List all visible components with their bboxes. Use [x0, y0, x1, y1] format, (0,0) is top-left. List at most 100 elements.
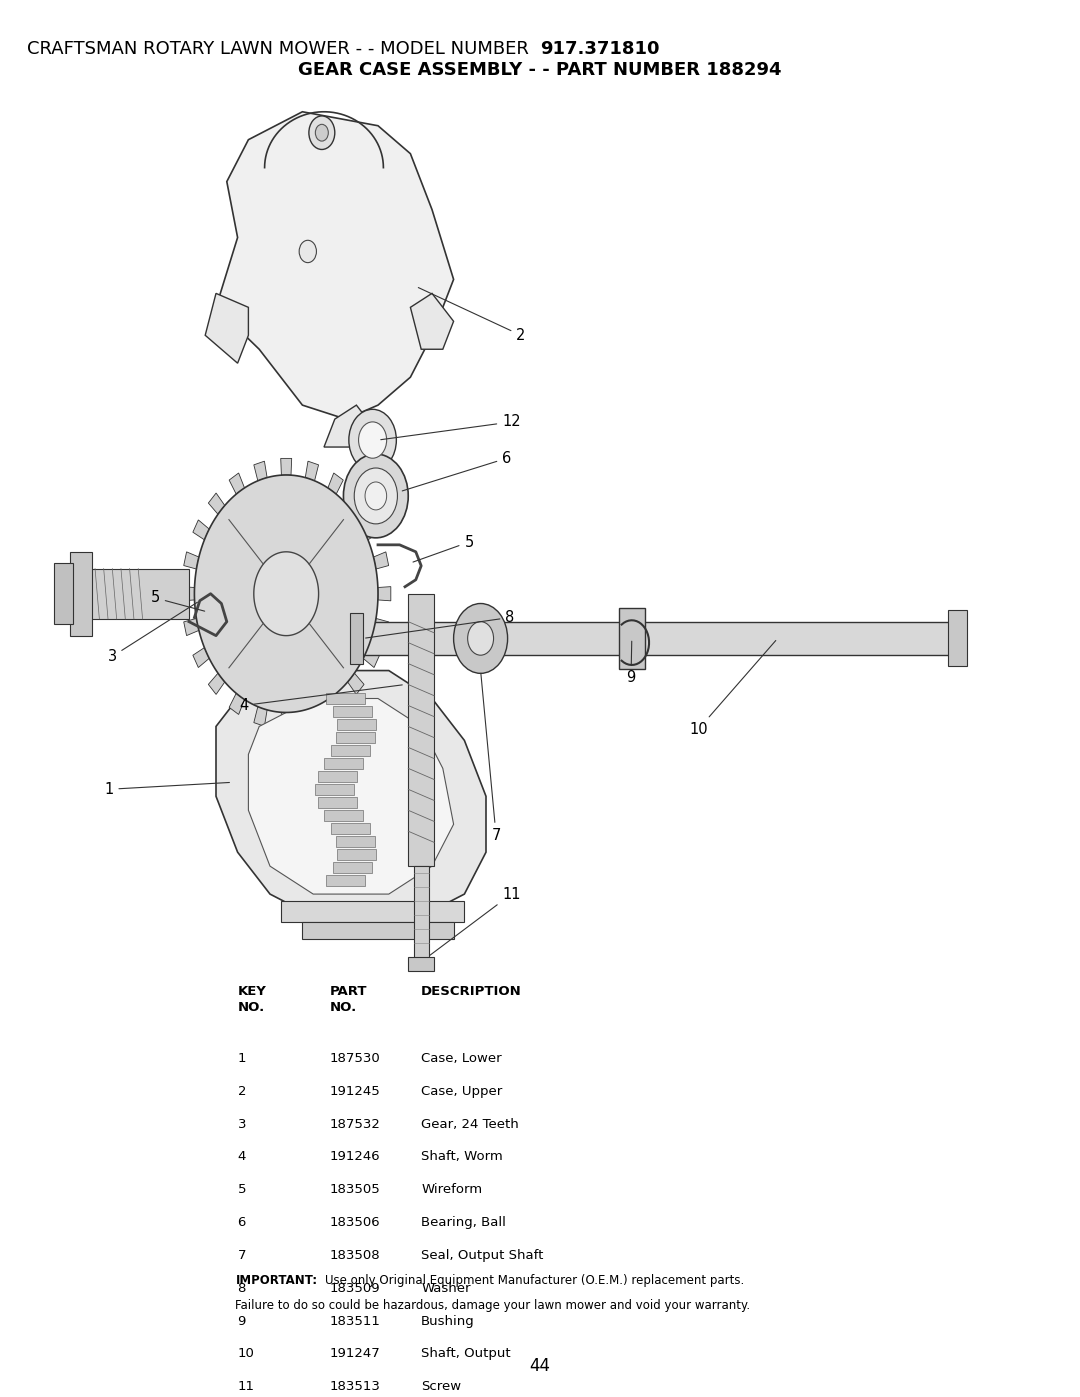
Text: 191247: 191247 — [329, 1347, 380, 1361]
Polygon shape — [324, 405, 367, 447]
Text: 10: 10 — [689, 640, 775, 736]
Text: Use only Original Equipment Manufacturer (O.E.M.) replacement parts.: Use only Original Equipment Manufacturer… — [325, 1274, 744, 1287]
Polygon shape — [216, 112, 454, 419]
Text: 5: 5 — [238, 1183, 246, 1196]
Polygon shape — [181, 587, 194, 601]
Polygon shape — [248, 698, 454, 894]
Polygon shape — [619, 608, 645, 669]
Polygon shape — [337, 848, 376, 859]
Text: Case, Lower: Case, Lower — [421, 1052, 502, 1065]
Polygon shape — [324, 757, 363, 768]
Text: 1: 1 — [238, 1052, 246, 1065]
Polygon shape — [281, 901, 464, 922]
Text: 6: 6 — [238, 1215, 246, 1229]
Text: 183511: 183511 — [329, 1315, 380, 1327]
Polygon shape — [281, 458, 292, 475]
Text: 191246: 191246 — [329, 1151, 380, 1164]
Polygon shape — [193, 520, 210, 539]
Text: 9: 9 — [626, 641, 636, 685]
Polygon shape — [410, 293, 454, 349]
Polygon shape — [328, 474, 343, 495]
Text: Gear, 24 Teeth: Gear, 24 Teeth — [421, 1118, 519, 1130]
Text: 3: 3 — [238, 1118, 246, 1130]
Polygon shape — [326, 875, 365, 886]
Polygon shape — [208, 673, 225, 694]
Circle shape — [309, 116, 335, 149]
Text: 10: 10 — [238, 1347, 255, 1361]
Polygon shape — [948, 610, 967, 666]
Polygon shape — [54, 563, 73, 624]
Circle shape — [454, 604, 508, 673]
Text: Shaft, Worm: Shaft, Worm — [421, 1151, 503, 1164]
Text: Seal, Output Shaft: Seal, Output Shaft — [421, 1249, 543, 1261]
Text: 187532: 187532 — [329, 1118, 380, 1130]
Polygon shape — [326, 693, 365, 704]
Polygon shape — [348, 673, 364, 694]
Text: 11: 11 — [238, 1380, 255, 1393]
Polygon shape — [333, 705, 372, 717]
Polygon shape — [216, 671, 486, 922]
Polygon shape — [350, 613, 363, 664]
Text: 191245: 191245 — [329, 1084, 380, 1098]
Text: Bearing, Ball: Bearing, Ball — [421, 1215, 507, 1229]
Polygon shape — [86, 569, 189, 619]
Text: 1: 1 — [104, 782, 229, 796]
Polygon shape — [254, 461, 267, 481]
Text: 12: 12 — [381, 415, 521, 440]
Circle shape — [359, 422, 387, 458]
Polygon shape — [374, 619, 389, 636]
Polygon shape — [378, 587, 391, 601]
Polygon shape — [348, 493, 364, 514]
Polygon shape — [229, 474, 244, 495]
Text: IMPORTANT:: IMPORTANT: — [235, 1274, 318, 1287]
Polygon shape — [208, 493, 225, 514]
Text: Failure to do so could be hazardous, damage your lawn mower and void your warran: Failure to do so could be hazardous, dam… — [235, 1299, 751, 1312]
Polygon shape — [315, 784, 354, 795]
Text: 5: 5 — [150, 591, 205, 610]
Polygon shape — [306, 707, 319, 726]
Text: 3: 3 — [108, 602, 198, 664]
Text: Wireform: Wireform — [421, 1183, 483, 1196]
Polygon shape — [70, 552, 92, 636]
Polygon shape — [330, 823, 369, 834]
Text: 2: 2 — [238, 1084, 246, 1098]
Polygon shape — [408, 594, 434, 866]
Polygon shape — [324, 810, 363, 821]
Polygon shape — [254, 552, 319, 636]
Text: 9: 9 — [238, 1315, 246, 1327]
Text: 4: 4 — [238, 1151, 246, 1164]
Text: 183509: 183509 — [329, 1282, 380, 1295]
Text: 7: 7 — [238, 1249, 246, 1261]
Polygon shape — [336, 835, 375, 847]
Polygon shape — [330, 745, 369, 756]
Text: 183506: 183506 — [329, 1215, 380, 1229]
Polygon shape — [374, 552, 389, 569]
Polygon shape — [184, 619, 199, 636]
Circle shape — [468, 622, 494, 655]
Polygon shape — [281, 712, 292, 729]
Polygon shape — [328, 693, 343, 714]
Text: 2: 2 — [418, 288, 526, 342]
Polygon shape — [254, 707, 267, 726]
Text: Case, Upper: Case, Upper — [421, 1084, 502, 1098]
Text: 917.371810: 917.371810 — [540, 41, 660, 57]
Polygon shape — [318, 771, 356, 782]
Polygon shape — [193, 648, 210, 668]
Polygon shape — [184, 552, 199, 569]
Circle shape — [343, 454, 408, 538]
Text: DESCRIPTION: DESCRIPTION — [421, 985, 522, 997]
Polygon shape — [363, 520, 379, 539]
Polygon shape — [333, 862, 372, 873]
Text: 11: 11 — [430, 887, 521, 956]
Text: 183508: 183508 — [329, 1249, 380, 1261]
Text: 8: 8 — [238, 1282, 246, 1295]
Text: PART
NO.: PART NO. — [329, 985, 367, 1014]
Text: 7: 7 — [481, 673, 501, 842]
Text: CRAFTSMAN ROTARY LAWN MOWER - - MODEL NUMBER: CRAFTSMAN ROTARY LAWN MOWER - - MODEL NU… — [27, 41, 540, 57]
Polygon shape — [194, 475, 378, 712]
Text: 44: 44 — [529, 1358, 551, 1375]
Text: 8: 8 — [366, 610, 515, 638]
Polygon shape — [229, 693, 244, 714]
Polygon shape — [337, 719, 376, 731]
Text: KEY
NO.: KEY NO. — [238, 985, 267, 1014]
